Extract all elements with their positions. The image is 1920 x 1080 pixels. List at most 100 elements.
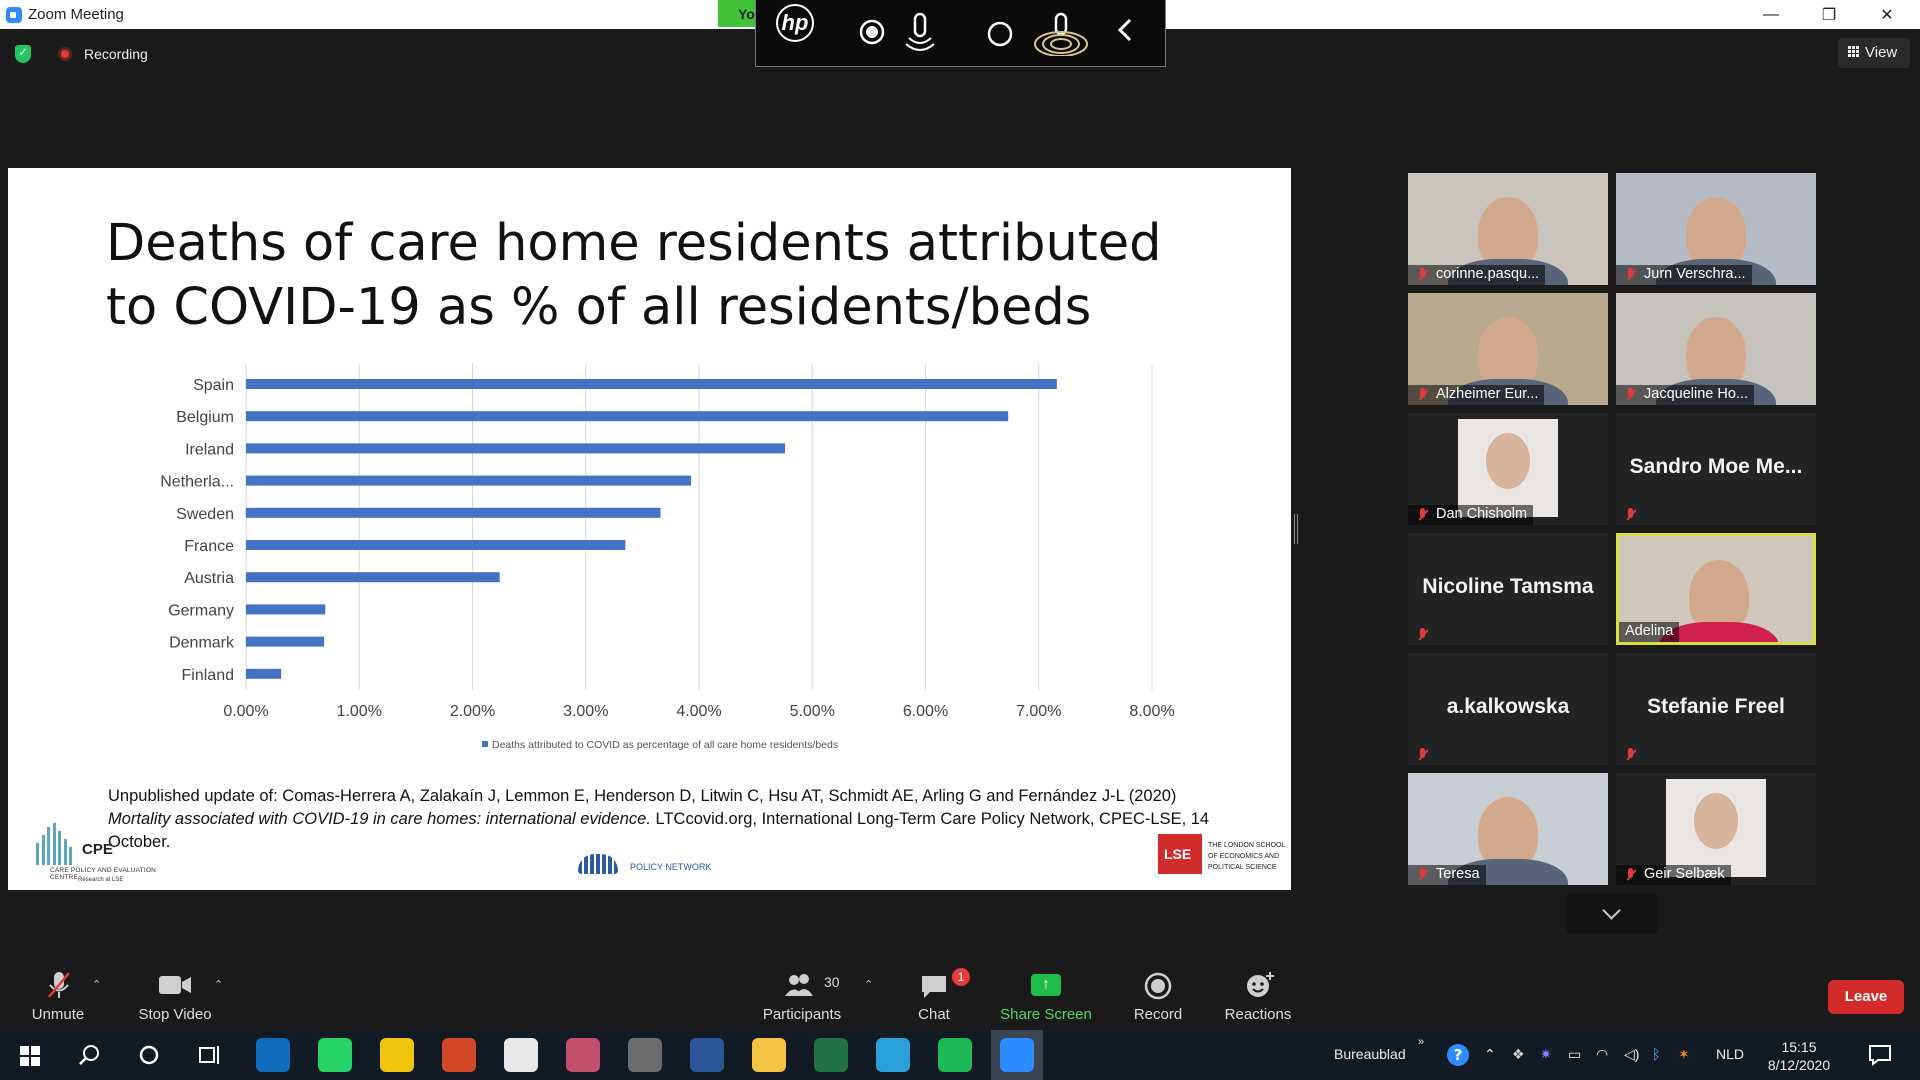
cpec-logo: CPE CARE POLICY AND EVALUATION CENTRE Re…: [32, 823, 182, 885]
unmute-button[interactable]: Unmute: [18, 962, 98, 1030]
participant-tile[interactable]: Geir Selbæk: [1616, 773, 1816, 885]
slide-citation: Unpublished update of: Comas-Herrera A, …: [108, 785, 1218, 854]
participant-tile[interactable]: corinne.pasqu...: [1408, 173, 1608, 285]
search-icon[interactable]: [78, 1044, 100, 1066]
file-explorer-icon[interactable]: [752, 1038, 786, 1072]
audio-options-caret-icon[interactable]: ⌃: [92, 979, 102, 991]
windows-start-icon[interactable]: [20, 1046, 40, 1066]
cpec-logo-bar: [69, 847, 72, 865]
help-icon[interactable]: ?: [1446, 1043, 1470, 1067]
bar-sweden: [246, 507, 661, 518]
bluetooth-icon[interactable]: ᛒ: [1652, 1046, 1661, 1062]
category-label: Austria: [184, 570, 234, 587]
language-indicator[interactable]: NLD: [1716, 1046, 1745, 1062]
task-view-icon[interactable]: [198, 1044, 222, 1066]
participant-name: Alzheimer Eur...: [1408, 385, 1545, 405]
calculator-icon[interactable]: [628, 1038, 662, 1072]
bar-finland: [246, 668, 282, 679]
participant-name: Jurn Verschra...: [1616, 265, 1752, 285]
category-label: Denmark: [169, 635, 235, 652]
close-button[interactable]: ✕: [1880, 6, 1894, 24]
participant-name: Jacqueline Ho...: [1616, 385, 1754, 405]
snipping-icon[interactable]: [566, 1038, 600, 1072]
bluetooth-app-icon[interactable]: ✷: [1540, 1046, 1552, 1062]
participant-tile[interactable]: Jacqueline Ho...: [1616, 293, 1816, 405]
chat-button[interactable]: 1 Chat: [902, 962, 970, 1030]
taskbar-clock[interactable]: 15:15 8/12/2020: [1764, 1038, 1834, 1074]
notifications-icon[interactable]: [1868, 1044, 1892, 1066]
category-label: Finland: [182, 667, 234, 684]
x-tick-label: 5.00%: [790, 703, 835, 720]
record-dot-icon[interactable]: [856, 12, 896, 56]
participant-name: Geir Selbæk: [1616, 865, 1731, 885]
security-shield-icon[interactable]: [15, 45, 31, 63]
participant-tile[interactable]: a.kalkowska: [1408, 653, 1608, 765]
view-button[interactable]: View: [1838, 38, 1910, 68]
volume-icon[interactable]: ◁): [1624, 1046, 1640, 1062]
participants-button[interactable]: 30 Participants: [752, 962, 852, 1030]
spotify-icon[interactable]: [938, 1038, 972, 1072]
x-tick-label: 3.00%: [563, 703, 608, 720]
category-label: Belgium: [176, 409, 234, 426]
x-tick-label: 6.00%: [903, 703, 948, 720]
globe-icon: [578, 854, 618, 874]
participant-video: [1656, 197, 1776, 285]
share-screen-icon: ↑: [1031, 974, 1061, 996]
stop-video-button[interactable]: Stop Video: [130, 962, 220, 1030]
video-options-caret-icon[interactable]: ⌃: [214, 979, 224, 991]
avast-icon[interactable]: ✶: [1678, 1046, 1690, 1062]
record-label: Record: [1133, 1006, 1183, 1023]
muted-mic-icon: [1626, 868, 1636, 882]
leave-button[interactable]: Leave: [1828, 980, 1904, 1014]
participant-tile[interactable]: Stefanie Freel: [1616, 653, 1816, 765]
chevron-left-icon[interactable]: [1108, 12, 1148, 56]
participant-tile[interactable]: Alzheimer Eur...: [1408, 293, 1608, 405]
tray-expand-icon[interactable]: ⌃: [1484, 1046, 1496, 1062]
participant-video: [1656, 317, 1776, 405]
record-button[interactable]: Record: [1122, 962, 1194, 1030]
powerpoint-icon[interactable]: [442, 1038, 476, 1072]
x-tick-label: 0.00%: [223, 703, 268, 720]
desktop-label[interactable]: Bureaublad: [1334, 1046, 1406, 1062]
bar-germany: [246, 604, 326, 615]
participant-video: [1448, 797, 1568, 885]
cortana-icon[interactable]: [138, 1044, 160, 1066]
share-screen-button[interactable]: ↑ Share Screen: [994, 962, 1098, 1030]
desktop-chevron-icon[interactable]: »: [1418, 1036, 1425, 1048]
microphone-icon[interactable]: [901, 12, 941, 56]
outlook-icon[interactable]: [256, 1038, 290, 1072]
participant-tile[interactable]: Nicoline Tamsma: [1408, 533, 1608, 645]
edge-icon[interactable]: [876, 1038, 910, 1072]
bar-austria: [246, 572, 500, 583]
cpec-logo-bar: [63, 839, 67, 865]
category-label: Sweden: [176, 506, 234, 523]
participant-tile[interactable]: Jurn Verschra...: [1616, 173, 1816, 285]
minimize-button[interactable]: —: [1763, 5, 1779, 23]
gallery-scroll-down-button[interactable]: [1566, 893, 1658, 933]
participant-video: [1448, 197, 1568, 285]
app-yellow-icon[interactable]: [380, 1038, 414, 1072]
citation-source: LTCcovid.org, International Long-Term Ca…: [108, 810, 1210, 851]
participant-tile[interactable]: Adelina: [1616, 533, 1816, 645]
reactions-button[interactable]: Reactions: [1218, 962, 1298, 1030]
battery-icon[interactable]: ▭: [1568, 1046, 1582, 1062]
dropbox-icon[interactable]: ❖: [1512, 1046, 1525, 1062]
participant-tile[interactable]: Sandro Moe Me...: [1616, 413, 1816, 525]
category-label: France: [184, 538, 234, 555]
microphone-array-icon[interactable]: [1032, 12, 1092, 56]
chrome-icon[interactable]: [504, 1038, 538, 1072]
excel-icon[interactable]: [814, 1038, 848, 1072]
slide-title: Deaths of care home residents attributed…: [106, 214, 1162, 337]
restore-button[interactable]: ❐: [1821, 6, 1837, 24]
bar-spain: [246, 379, 1057, 389]
word-icon[interactable]: [690, 1038, 724, 1072]
hidden-tab[interactable]: Yo: [718, 0, 758, 27]
wifi-icon[interactable]: ◠: [1596, 1046, 1609, 1062]
split-view-handle[interactable]: [1294, 514, 1298, 544]
participant-tile[interactable]: Dan Chisholm: [1408, 413, 1608, 525]
circle-icon[interactable]: [982, 12, 1022, 56]
participants-caret-icon[interactable]: ⌃: [864, 979, 874, 991]
participant-tile[interactable]: Teresa: [1408, 773, 1608, 885]
whatsapp-icon[interactable]: [318, 1038, 352, 1072]
zoom-icon[interactable]: [1000, 1038, 1034, 1072]
